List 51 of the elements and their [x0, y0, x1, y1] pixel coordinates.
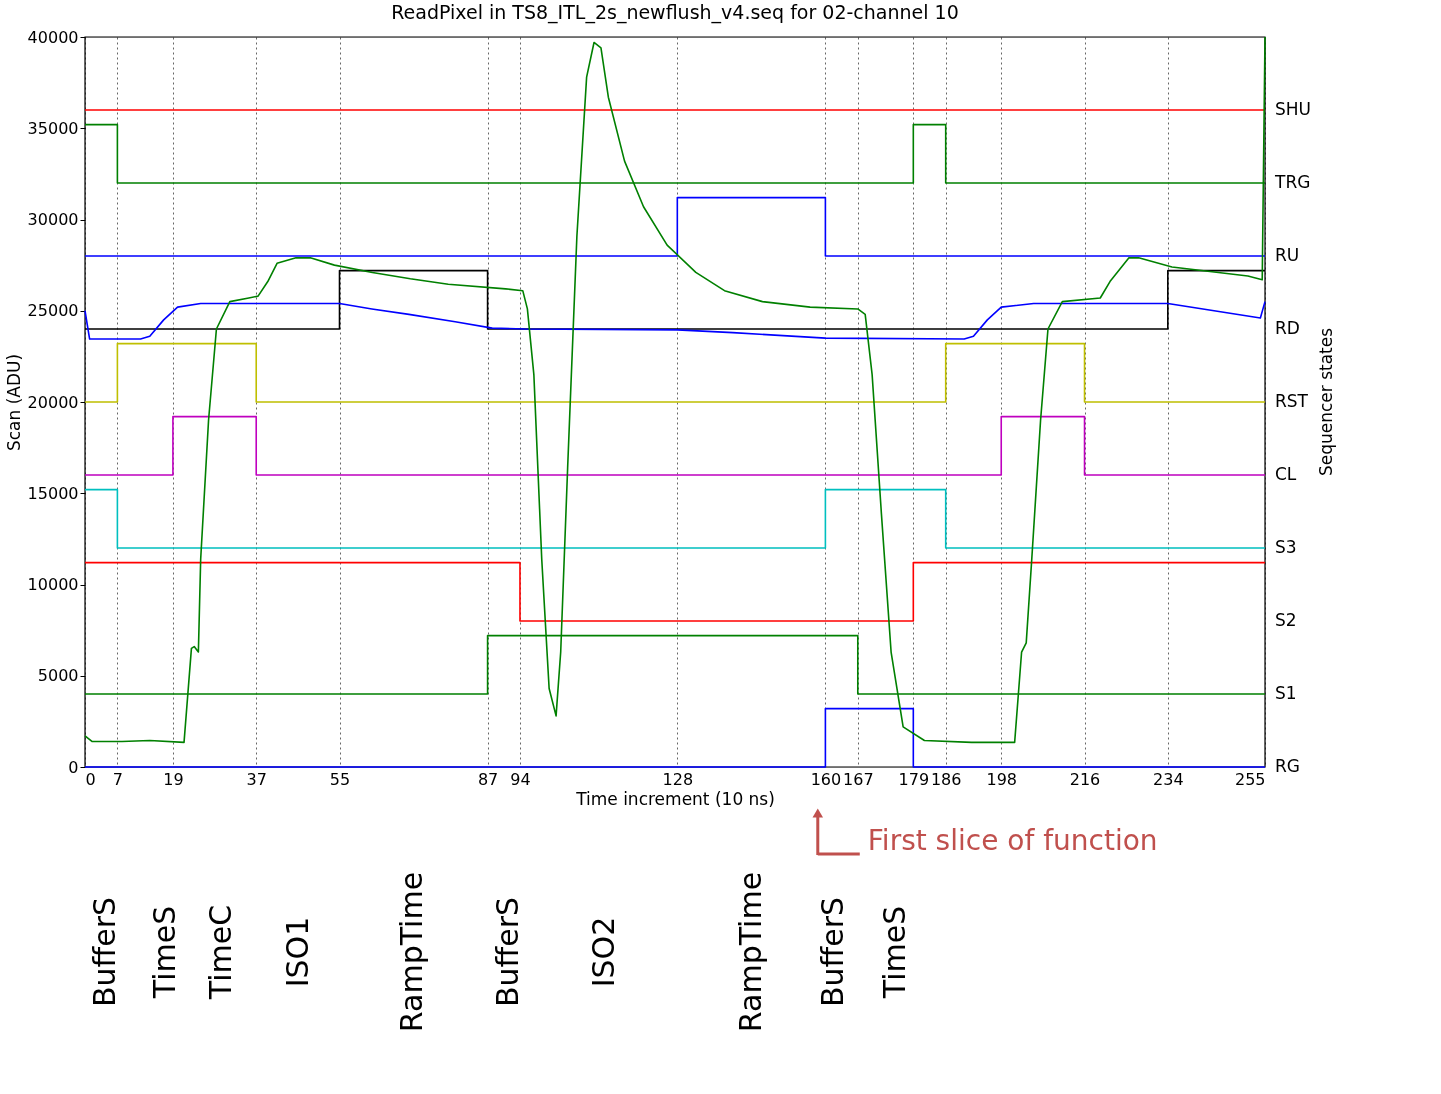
text: ISO1	[279, 916, 315, 988]
series-label: S3	[1275, 537, 1297, 557]
x-tick-label: 7	[112, 769, 123, 789]
x-axis-title: Time increment (10 ns)	[575, 788, 775, 809]
text: TimeC	[202, 904, 238, 1001]
y-tick-label: 15000	[27, 483, 79, 503]
series-label: S1	[1275, 683, 1297, 703]
x-tick-label: 167	[843, 769, 874, 789]
series-label: RU	[1275, 245, 1300, 265]
text: First slice of function	[867, 824, 1158, 857]
text: RD	[1275, 318, 1300, 338]
y-tick-label: 20000	[27, 392, 79, 412]
y-tick-label: 25000	[27, 301, 79, 321]
series-label: CL	[1275, 464, 1297, 484]
x-tick-label: 19	[163, 769, 184, 789]
line-series	[84, 300, 1266, 340]
line-series	[84, 36, 1266, 744]
x-tick-label: 216	[1069, 769, 1101, 789]
chart-title: ReadPixel in TS8_ITL_2s_newflush_v4.seq for 02-channel 10	[391, 1, 959, 24]
text: RampTime	[732, 871, 768, 1033]
x-tick-label: 37	[246, 769, 267, 789]
text: TimeS	[876, 905, 912, 1000]
x-tick-label: 87	[477, 769, 499, 789]
y-tick-label: 30000	[27, 210, 79, 229]
x-tick-label: 55	[329, 769, 351, 789]
text: BufferS	[489, 896, 525, 1008]
series-label: RG	[1275, 756, 1300, 776]
x-tick-label: 255	[1234, 769, 1266, 789]
x-tick-label: 94	[510, 769, 531, 789]
y-axis-title: Scan (ADU)	[3, 353, 24, 452]
x-tick-label: 179	[898, 769, 930, 789]
text: BufferS	[87, 896, 123, 1008]
x-tick-label: 0	[85, 769, 96, 789]
text: RampTime	[394, 871, 430, 1033]
text: BufferS	[815, 896, 851, 1008]
series-label: SHU	[1275, 99, 1312, 119]
x-tick-label: 128	[662, 769, 694, 789]
y2-axis-title: Sequencer states	[1316, 327, 1336, 477]
text: ISO2	[586, 916, 622, 988]
y-tick-label: 35000	[27, 118, 79, 138]
series-label: TRG	[1274, 172, 1311, 192]
x-tick-label: 160	[810, 769, 842, 789]
y-tick-label: 40000	[27, 27, 79, 47]
x-tick-label: 186	[930, 769, 962, 789]
x-tick-label: 234	[1153, 769, 1184, 789]
text: S2	[1275, 610, 1297, 630]
series-label: RST	[1275, 391, 1309, 411]
y-tick-label: 5000	[37, 666, 79, 686]
x-tick-label: 198	[986, 769, 1018, 789]
text: TimeS	[147, 905, 183, 1000]
y-tick-label: 10000	[27, 575, 79, 594]
